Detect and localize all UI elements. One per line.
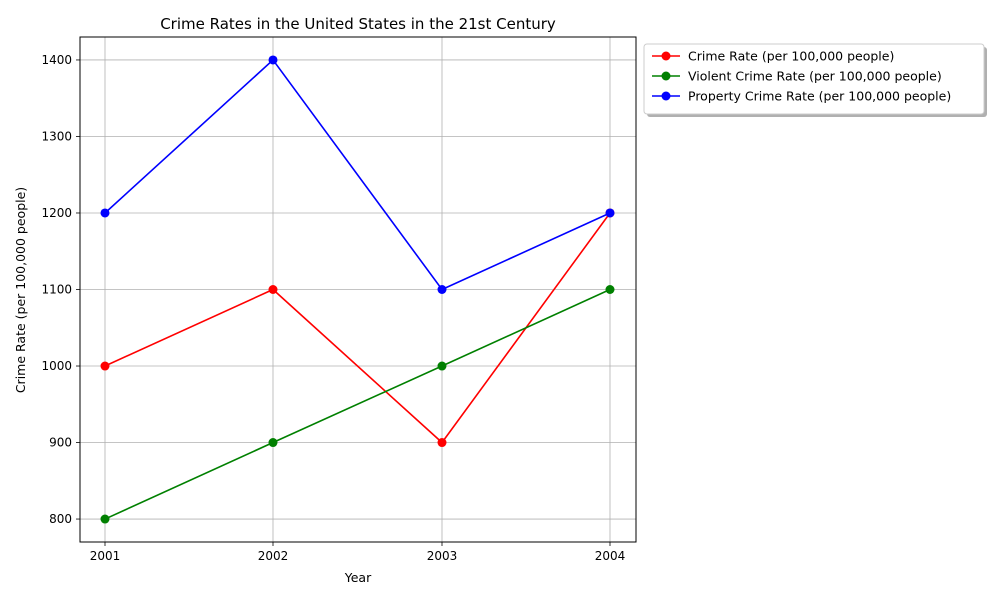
x-axis-ticks: 2001 2002 2003 2004: [90, 542, 626, 563]
series-line: [104, 58, 611, 291]
legend-marker: [661, 91, 671, 101]
legend-label: Crime Rate (per 100,000 people): [688, 49, 894, 64]
legend-box: [643, 43, 985, 115]
y-tick-label: 1100: [41, 283, 72, 297]
data-point: [268, 285, 278, 294]
y-tick-label: 1000: [41, 359, 72, 373]
legend-entry: Property Crime Rate (per 100,000 people): [652, 89, 951, 104]
legend-marker: [661, 71, 671, 81]
grid-lines: [80, 37, 636, 542]
data-point: [100, 514, 110, 524]
legend-entry: Violent Crime Rate (per 100,000 people): [652, 69, 942, 84]
data-point: [605, 285, 615, 294]
y-tick-label: 1200: [41, 206, 72, 220]
data-point: [100, 361, 110, 371]
data-point: [268, 438, 278, 448]
data-point: [100, 208, 110, 218]
series-layer: [100, 55, 615, 524]
data-point: [437, 285, 447, 294]
legend-label: Violent Crime Rate (per 100,000 people): [688, 69, 942, 84]
y-tick-label: 800: [49, 512, 72, 526]
legend: Crime Rate (per 100,000 people) Violent C…: [643, 43, 987, 117]
data-point: [437, 438, 447, 448]
data-point: [268, 55, 278, 65]
y-axis-label: Crime Rate (per 100,000 people): [13, 187, 28, 393]
chart-title: Crime Rates in the United States in the …: [160, 15, 556, 33]
series-line: [104, 288, 611, 520]
y-tick-label: 1300: [41, 129, 72, 143]
y-axis-ticks: 800 900 1000 1100 1200 1300 1400: [41, 53, 80, 526]
legend-entry: Crime Rate (per 100,000 people): [652, 49, 894, 64]
data-point: [605, 208, 615, 218]
y-tick-label: 1400: [41, 53, 72, 67]
x-axis-label: Year: [344, 570, 372, 585]
x-tick-label: 2003: [427, 549, 458, 563]
legend-label: Property Crime Rate (per 100,000 people): [688, 89, 951, 104]
series-3: [100, 55, 615, 294]
x-tick-label: 2004: [595, 549, 626, 563]
series-2: [100, 285, 615, 524]
y-tick-label: 900: [49, 436, 72, 450]
series-1: [100, 208, 615, 448]
legend-marker: [661, 51, 671, 61]
x-tick-label: 2001: [90, 549, 121, 563]
data-point: [437, 361, 447, 371]
x-tick-label: 2002: [258, 549, 289, 563]
